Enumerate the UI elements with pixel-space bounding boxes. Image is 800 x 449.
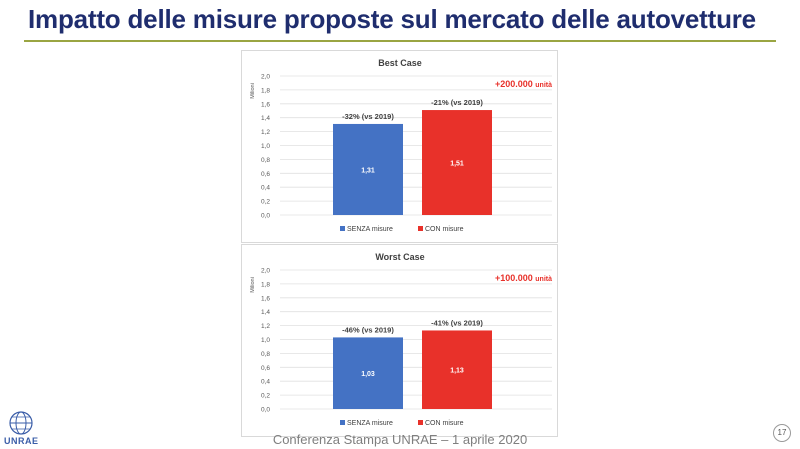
highlight-unit: unità [535, 82, 552, 89]
slide-title: Impatto delle misure proposte sul mercat… [28, 4, 756, 34]
bar-value-label: 1,03 [361, 371, 375, 378]
y-tick-label: 0,8 [261, 351, 270, 358]
y-tick-label: 0,4 [261, 185, 270, 192]
y-tick-label: 2,0 [261, 268, 270, 275]
highlight-value: +100.000 [495, 273, 535, 283]
best-case-chart: Best Case 0,0 0,2 0,4 0,6 0,8 1,0 1,2 1,4 1,6 1,8 2… [241, 50, 558, 243]
y-tick-label: 1,4 [261, 309, 270, 316]
y-tick-label: 0,2 [261, 199, 270, 206]
y-tick-label: 0,8 [261, 157, 270, 164]
y-tick-label: 1,0 [261, 337, 270, 344]
legend-swatch [418, 420, 423, 425]
footer-text: Conferenza Stampa UNRAE – 1 aprile 2020 [272, 432, 528, 447]
bar-value-label: 1,13 [450, 368, 464, 375]
best-case-chart-svg: Best Case 0,0 0,2 0,4 0,6 0,8 1,0 1,2 1,4 1,6 1,8 2… [250, 58, 552, 233]
y-tick-label: 0,6 [261, 171, 270, 178]
bar-con [422, 330, 492, 409]
y-tick-label: 0,4 [261, 379, 270, 386]
y-tick-label: 1,4 [261, 115, 270, 122]
bar-top-label: -46% (vs 2019) [342, 325, 394, 334]
worst-case-chart: Worst Case 0,0 0,2 0,4 0,6 0,8 1,0 1,2 1,4 1,6 1,8… [241, 244, 558, 437]
bar-top-label: -41% (vs 2019) [431, 318, 483, 327]
y-tick-label: 1,8 [261, 87, 270, 94]
bar-con [422, 110, 492, 215]
unrae-logo [9, 411, 33, 435]
legend-label: SENZA misure [347, 226, 393, 233]
bar-value-label: 1,31 [361, 167, 375, 174]
y-tick-label: 1,2 [261, 129, 270, 136]
bar-top-label: -32% (vs 2019) [342, 112, 394, 121]
highlight-value: +200.000 [495, 79, 535, 89]
bar-senza [333, 337, 403, 409]
legend-swatch [340, 226, 345, 231]
y-tick-label: 1,2 [261, 323, 270, 330]
title-divider [24, 40, 776, 42]
y-axis-label: Milioni [250, 277, 256, 293]
y-tick-label: 0,0 [261, 213, 270, 220]
y-tick-label: 1,6 [261, 101, 270, 108]
chart-title: Worst Case [375, 252, 424, 262]
highlight-label: +200.000 unità [495, 79, 552, 89]
legend-label: CON misure [425, 420, 464, 427]
legend-label: SENZA misure [347, 420, 393, 427]
worst-case-chart-svg: Worst Case 0,0 0,2 0,4 0,6 0,8 1,0 1,2 1,4 1,6 1,8… [250, 252, 552, 427]
y-tick-label: 1,8 [261, 281, 270, 288]
bar-senza [333, 123, 403, 215]
legend-label: CON misure [425, 226, 464, 233]
y-tick-label: 0,2 [261, 393, 270, 400]
chart-title: Best Case [378, 58, 422, 68]
y-tick-label: 2,0 [261, 74, 270, 81]
bar-value-label: 1,51 [450, 161, 464, 168]
bar-top-label: -21% (vs 2019) [431, 98, 483, 107]
legend-swatch [418, 226, 423, 231]
y-tick-label: 0,0 [261, 407, 270, 414]
page-number: 17 [773, 424, 791, 442]
y-tick-label: 1,0 [261, 143, 270, 150]
y-axis-label: Milioni [250, 83, 256, 99]
y-tick-label: 0,6 [261, 365, 270, 372]
highlight-unit: unità [535, 276, 552, 283]
y-tick-label: 1,6 [261, 295, 270, 302]
highlight-label: +100.000 unità [495, 273, 552, 283]
legend-swatch [340, 420, 345, 425]
logo-text: UNRAE [4, 436, 39, 446]
